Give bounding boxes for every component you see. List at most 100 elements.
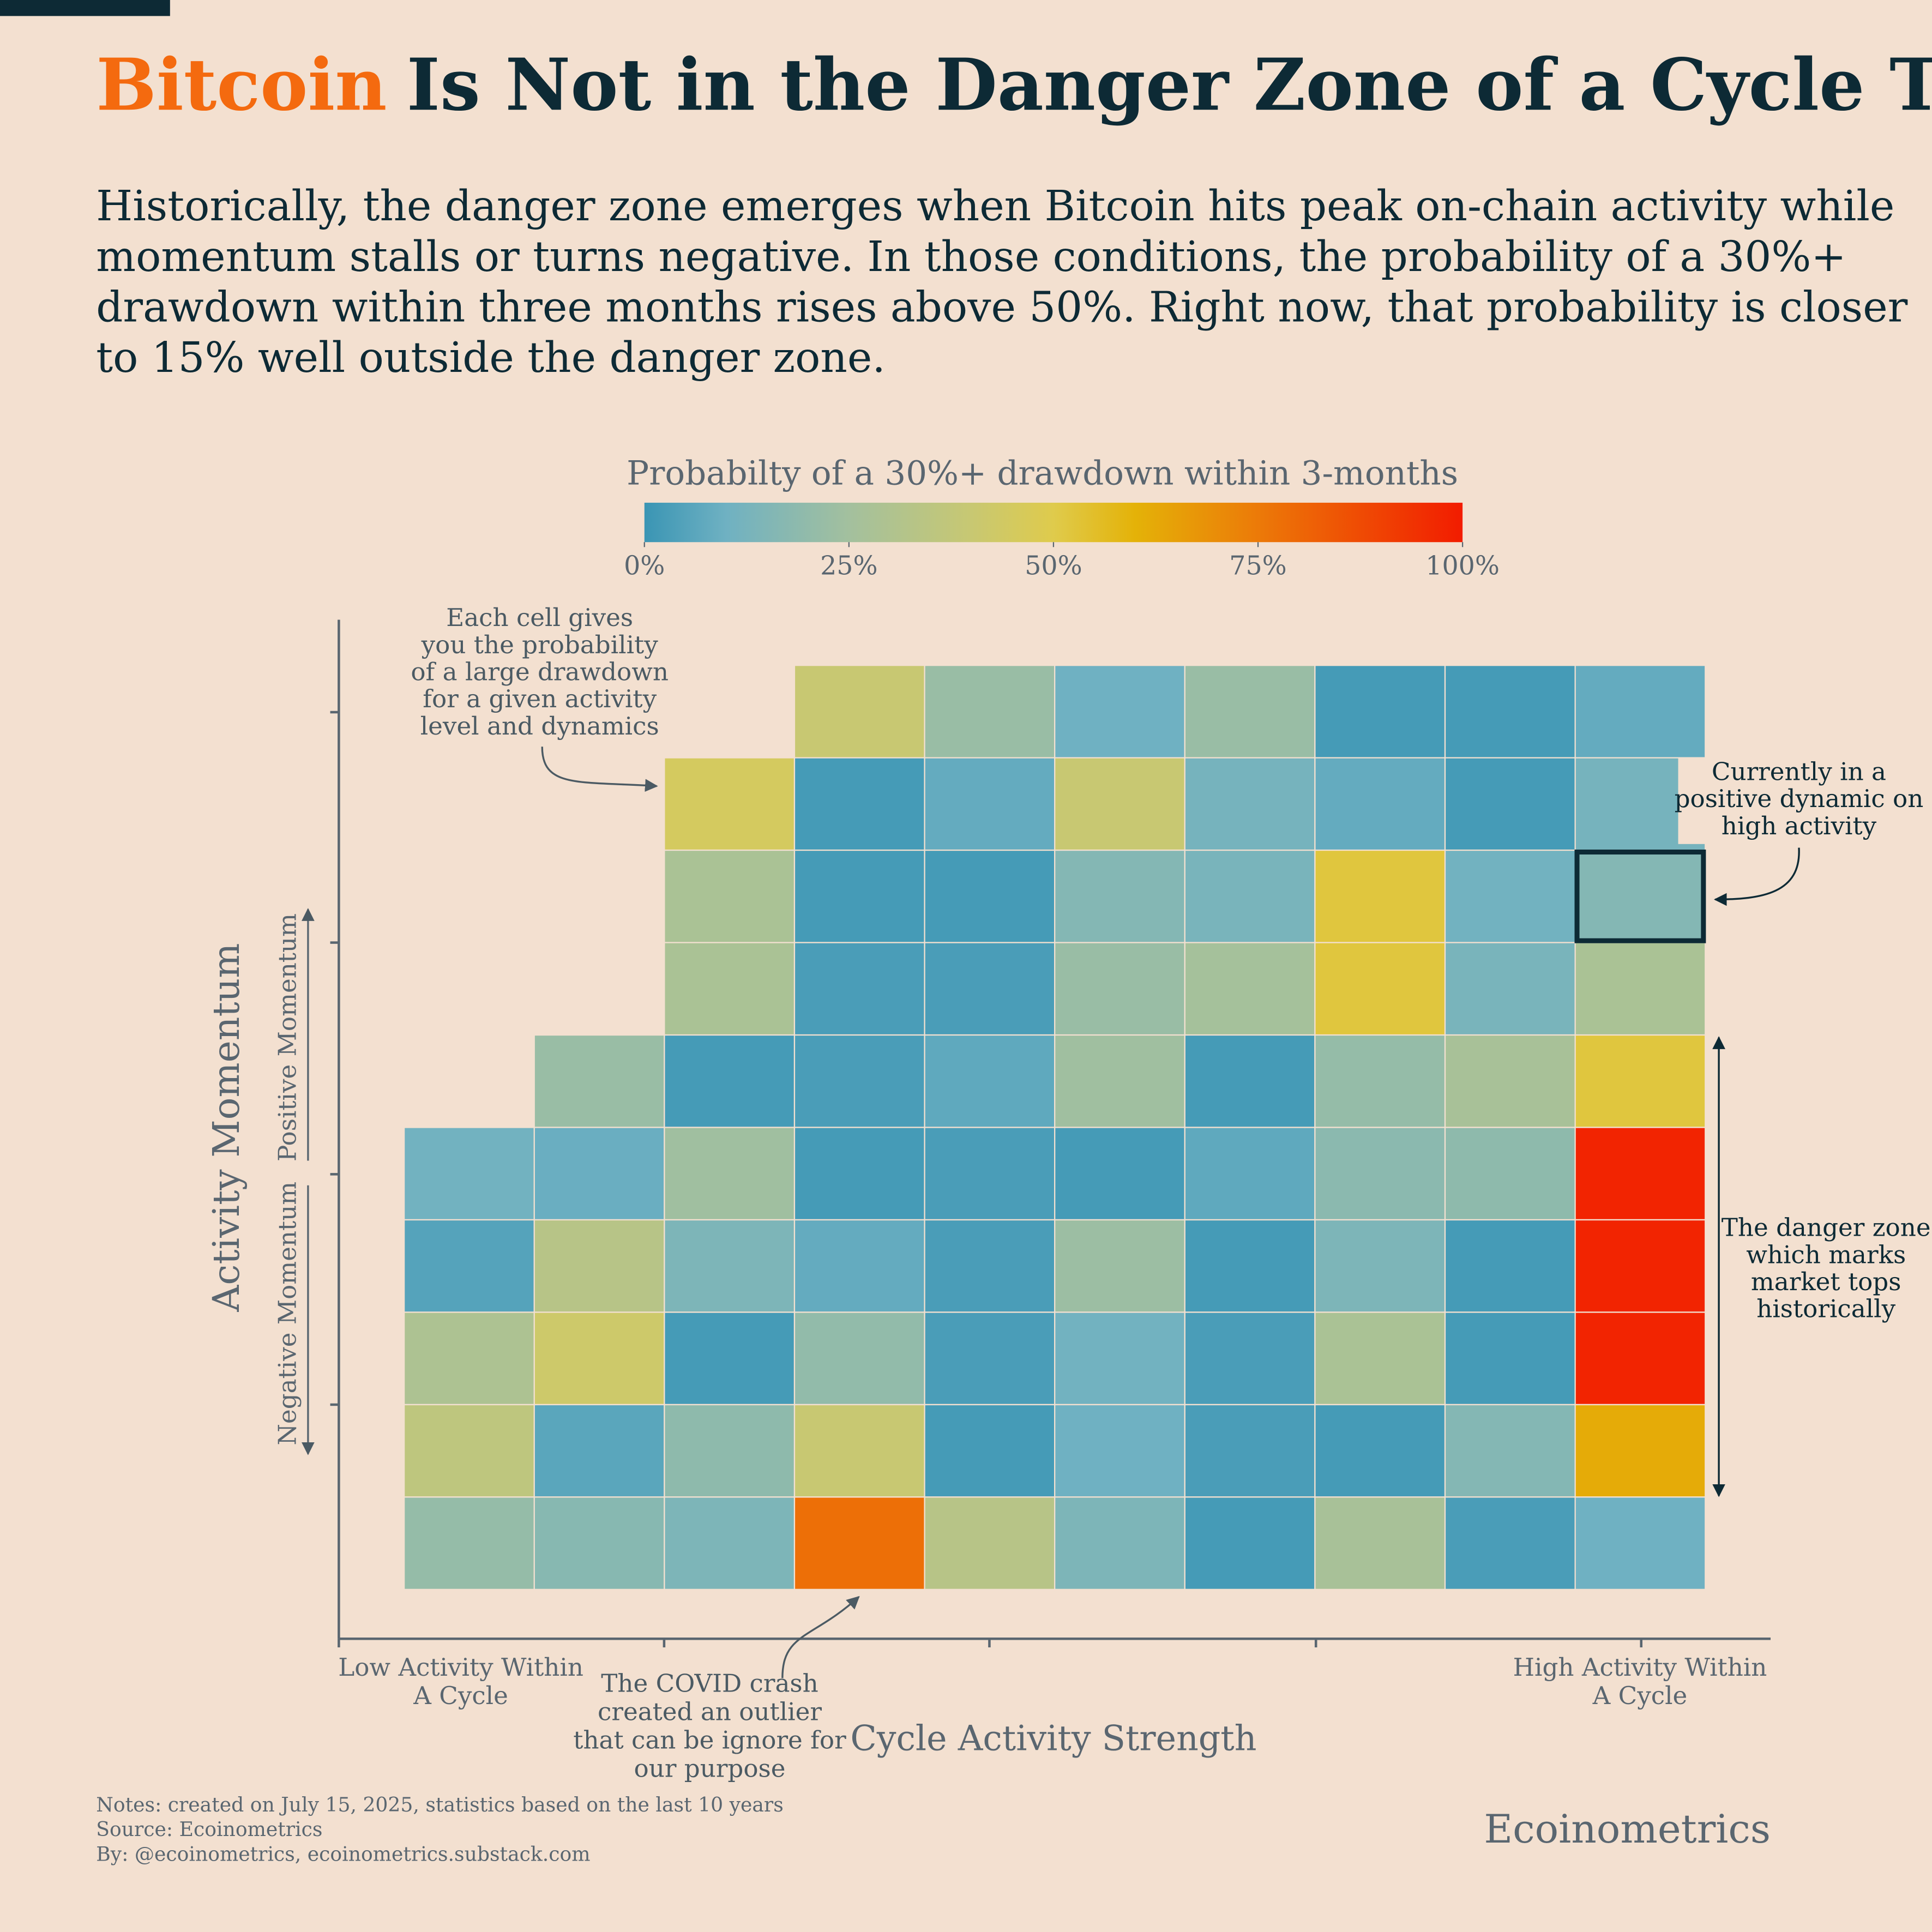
- annotation-bg: [1678, 757, 1920, 844]
- annotation-cells: you the probability: [421, 630, 659, 659]
- heatmap-cell: [1314, 757, 1446, 851]
- heatmap-cell: [404, 1127, 535, 1221]
- subtitle-line: Historically, the danger zone emerges wh…: [96, 182, 1894, 231]
- heatmap-cell: [1314, 1127, 1446, 1221]
- heatmap-cell: [1054, 942, 1185, 1036]
- heatmap-cell: [1054, 849, 1185, 943]
- heatmap-cell: [924, 1311, 1056, 1406]
- heatmap-cell: [1314, 1404, 1446, 1498]
- heatmap-cell: [533, 1127, 665, 1221]
- heatmap-cell: [924, 1219, 1056, 1313]
- heatmap-cell: [1184, 1219, 1316, 1313]
- heatmap-cell: [924, 849, 1056, 943]
- heatmap-cell: [1054, 1404, 1185, 1498]
- heatmap-cell: [1314, 942, 1446, 1036]
- heatmap-cell: [924, 757, 1056, 851]
- heatmap-cell: [1574, 1404, 1706, 1498]
- annotation-covid: our purpose: [634, 1754, 786, 1783]
- heatmap-cell: [1444, 1127, 1576, 1221]
- heatmap-cell: [1184, 1311, 1316, 1406]
- title-highlight: Bitcoin: [96, 43, 387, 127]
- colorbar: [644, 502, 1463, 543]
- heatmap-cell: [1054, 1034, 1185, 1128]
- colorbar-tick-label: 25%: [820, 551, 877, 581]
- heatmap-cell: [793, 665, 925, 759]
- annotation-cells: level and dynamics: [420, 712, 659, 741]
- heatmap-cell: [1184, 757, 1316, 851]
- heatmap-cell: [1444, 849, 1576, 943]
- heatmap-cell: [1574, 1219, 1706, 1313]
- heatmap-cell: [1314, 1311, 1446, 1406]
- heatmap-cell: [1054, 1127, 1185, 1221]
- heatmap-cell: [404, 1219, 535, 1313]
- covid-arrow: [781, 1596, 860, 1678]
- colorbar-tick-label: 75%: [1229, 551, 1286, 581]
- heatmap-cell: [1574, 1496, 1706, 1590]
- colorbar-title: Probabilty of a 30%+ drawdown within 3-m…: [627, 454, 1458, 492]
- heatmap-cell: [924, 1034, 1056, 1128]
- annotation-cells: of a large drawdown: [411, 657, 669, 686]
- heatmap-cell: [664, 849, 796, 943]
- heatmap-cell: [533, 1219, 665, 1313]
- annotation-danger: which marks: [1746, 1240, 1906, 1269]
- heatmap-cell: [664, 1219, 796, 1313]
- heatmap-cell: [664, 1311, 796, 1406]
- x-low-label: Low Activity Within: [338, 1653, 583, 1682]
- heatmap-cell: [793, 1496, 925, 1590]
- colorbar-tick-label: 100%: [1425, 551, 1500, 581]
- colorbar-tick-label: 50%: [1025, 551, 1082, 581]
- heatmap-cell: [664, 1034, 796, 1128]
- y-positive-label: Positive Momentum: [273, 913, 302, 1161]
- y-negative-label: Negative Momentum: [273, 1182, 302, 1446]
- annotation-covid: that can be ignore for: [573, 1726, 846, 1755]
- current-arrow: [1713, 847, 1800, 906]
- heatmap-cell: [1314, 1219, 1446, 1313]
- note-line: By: @ecoinometrics, ecoinometrics.substa…: [96, 1842, 590, 1865]
- heatmap-cell: [1184, 942, 1316, 1036]
- brand: Ecoinometrics: [1484, 1807, 1771, 1852]
- heatmap-cell: [404, 1404, 535, 1498]
- heatmap-cell: [1314, 1496, 1446, 1590]
- title-text: Is Not in the Danger Zone of a Cycle Top: [407, 43, 1932, 127]
- cells-arrow: [541, 747, 658, 792]
- heatmap-cell: [793, 757, 925, 851]
- heatmap-cell: [404, 1311, 535, 1406]
- heatmap-cell: [1184, 849, 1316, 943]
- heatmap-cell: [404, 1496, 535, 1590]
- annotation-current: high activity: [1722, 811, 1877, 840]
- heatmap-cell: [1054, 665, 1185, 759]
- heatmap-cell: [924, 1496, 1056, 1590]
- heatmap-cell: [793, 1311, 925, 1406]
- heatmap-cell: [1054, 1496, 1185, 1590]
- note-line: Notes: created on July 15, 2025, statist…: [96, 1793, 784, 1816]
- corner-bar: [0, 0, 170, 16]
- subtitle-line: to 15% well outside the danger zone.: [96, 334, 886, 382]
- x-high-label: A Cycle: [1592, 1681, 1688, 1710]
- heatmap-cell: [1184, 1496, 1316, 1590]
- annotation-covid: created an outlier: [598, 1698, 822, 1726]
- heatmap-cell: [793, 849, 925, 943]
- heatmap-cell: [1444, 757, 1576, 851]
- heatmap-cell: [1444, 1496, 1576, 1590]
- annotation-danger: market tops: [1751, 1267, 1901, 1296]
- colorbar-tick-label: 0%: [624, 551, 665, 581]
- heatmap-cell: [793, 1219, 925, 1313]
- heatmap-cell: [1574, 942, 1706, 1036]
- heatmap-cell: [1184, 1034, 1316, 1128]
- annotation-cells: Each cell gives: [446, 603, 633, 632]
- heatmap-cell: [533, 1034, 665, 1128]
- heatmap-cell: [1574, 1311, 1706, 1406]
- heatmap-cell: [1444, 1219, 1576, 1313]
- subtitle-line: drawdown within three months rises above…: [96, 283, 1907, 332]
- heatmap-cell: [664, 942, 796, 1036]
- subtitle-line: momentum stalls or turns negative. In th…: [96, 233, 1846, 281]
- heatmap-cell: [1444, 1404, 1576, 1498]
- annotation-danger: The danger zone: [1722, 1213, 1931, 1242]
- heatmap-cell: [664, 1496, 796, 1590]
- heatmap-cell: [1574, 1127, 1706, 1221]
- annotation-current: Currently in a: [1712, 757, 1886, 786]
- heatmap-cell: [1574, 1034, 1706, 1128]
- x-low-label: A Cycle: [413, 1681, 508, 1710]
- axis-ticks: [330, 711, 1643, 1648]
